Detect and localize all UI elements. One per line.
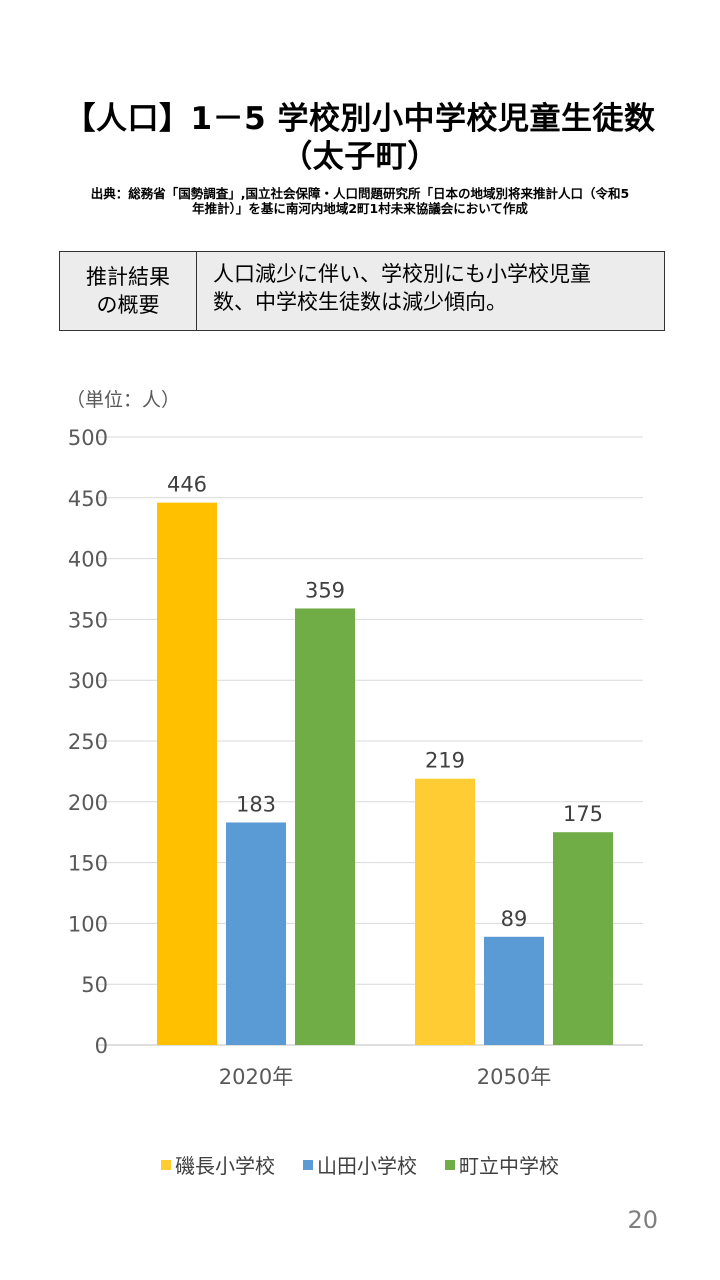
x-category-label: 2050年 [477, 1065, 551, 1089]
summary-text-line-1: 人口減少に伴い、学校別にも小学校児童 [213, 262, 591, 286]
summary-text-line-2: 数、中学校生徒数は減少傾向。 [213, 290, 507, 314]
y-tick-label: 0 [95, 1034, 108, 1058]
slide-title: 【人口】1－5 学校別小中学校児童生徒数 （太子町） [0, 100, 720, 176]
summary-box: 推計結果 の概要 人口減少に伴い、学校別にも小学校児童 数、中学校生徒数は減少傾… [59, 251, 665, 331]
source-line-2: 年推計）」を基に南河内地域2町1村未来協議会において作成 [192, 201, 528, 216]
chart-legend: 磯長小学校 山田小学校 町立中学校 [0, 1150, 720, 1179]
source-line-1: 出典：総務省「国勢調査」,国立社会保障・人口問題研究所「日本の地域別将来推計人口… [90, 186, 630, 201]
y-tick-label: 100 [68, 912, 108, 936]
x-category-label: 2020年 [219, 1065, 293, 1089]
legend-item: 町立中学校 [445, 1150, 559, 1179]
y-tick-label: 300 [68, 669, 108, 693]
title-line-2: （太子町） [281, 139, 439, 175]
legend-label: 町立中学校 [459, 1154, 559, 1178]
y-tick-label: 450 [68, 487, 108, 511]
legend-swatch-icon [161, 1159, 171, 1170]
source-citation: 出典：総務省「国勢調査」,国立社会保障・人口問題研究所「日本の地域別将来推計人口… [60, 186, 660, 216]
bar-value-label: 219 [425, 749, 465, 773]
bar-value-label: 183 [236, 792, 276, 816]
summary-text: 人口減少に伴い、学校別にも小学校児童 数、中学校生徒数は減少傾向。 [197, 252, 664, 330]
bar [226, 822, 286, 1045]
unit-label: （単位：人） [66, 389, 181, 411]
bar-value-label: 446 [167, 473, 207, 497]
legend-item: 山田小学校 [303, 1150, 417, 1179]
summary-label-line-2: の概要 [96, 293, 160, 317]
summary-label: 推計結果 の概要 [60, 252, 197, 330]
page-number: 20 [627, 1206, 658, 1234]
legend-swatch-icon [445, 1159, 455, 1170]
bar [484, 936, 544, 1045]
summary-label-line-1: 推計結果 [86, 265, 170, 289]
y-tick-label: 200 [68, 791, 108, 815]
bar [295, 608, 355, 1045]
legend-item: 磯長小学校 [161, 1150, 275, 1179]
legend-swatch-icon [303, 1159, 313, 1170]
y-tick-label: 350 [68, 608, 108, 632]
y-tick-label: 150 [68, 852, 108, 876]
bar [553, 832, 613, 1045]
legend-label: 山田小学校 [317, 1154, 417, 1178]
bar [157, 502, 217, 1045]
bar-value-label: 89 [501, 907, 528, 931]
bar-value-label: 359 [305, 578, 345, 602]
bar-value-label: 175 [563, 802, 603, 826]
legend-label: 磯長小学校 [175, 1154, 275, 1178]
y-tick-label: 250 [68, 730, 108, 754]
y-tick-label: 400 [68, 548, 108, 572]
bar [415, 778, 475, 1045]
title-line-1: 【人口】1－5 学校別小中学校児童生徒数 [64, 101, 656, 137]
y-tick-label: 500 [68, 426, 108, 450]
y-tick-label: 50 [81, 973, 108, 997]
